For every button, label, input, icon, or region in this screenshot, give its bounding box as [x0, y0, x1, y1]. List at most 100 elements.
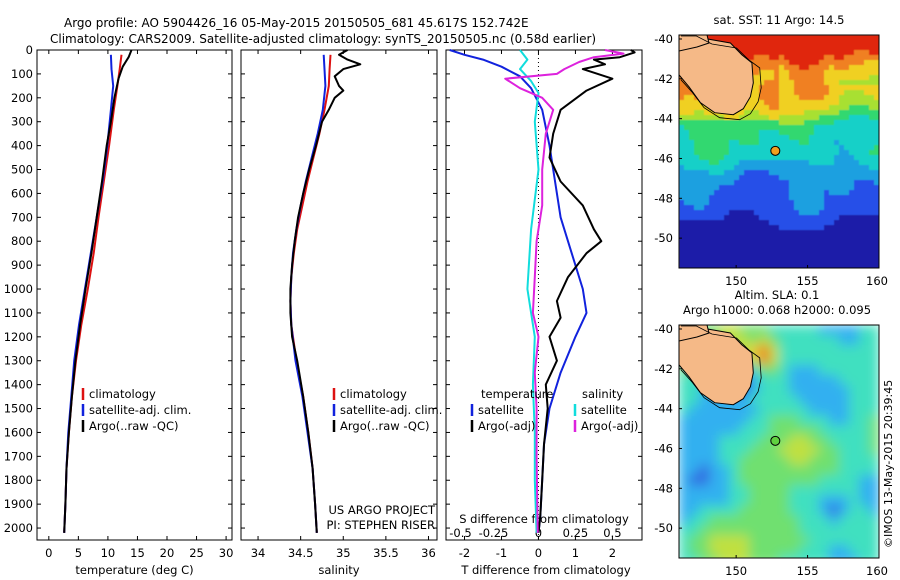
map-cell [699, 180, 705, 186]
map-cell [704, 210, 710, 216]
legend-label: Argo(-adj) [581, 419, 638, 433]
y-tick-label: 900 [11, 258, 33, 272]
map-cell [809, 140, 815, 146]
map-cell [799, 375, 810, 386]
map-cell [689, 505, 700, 516]
map-cell [799, 80, 805, 86]
map-cell [864, 150, 870, 156]
map-cell [684, 220, 690, 226]
map-cell [824, 40, 830, 46]
map-cell [764, 255, 770, 261]
map-cell [849, 545, 860, 556]
map-cell [819, 40, 825, 46]
map-cell [834, 80, 840, 86]
map-cell [739, 185, 745, 191]
s-axis-label: S difference from climatology [459, 512, 629, 526]
map-cell [684, 115, 690, 121]
map-cell [784, 60, 790, 66]
map-cell [729, 120, 735, 126]
map-cell [844, 175, 850, 181]
map-cell [724, 160, 730, 166]
map-cell [854, 205, 860, 211]
map-cell [734, 155, 740, 161]
map-cell [689, 140, 695, 146]
y-tick-label: 600 [11, 186, 33, 200]
map-cell [859, 250, 865, 256]
map-cell [689, 235, 695, 241]
map-cell [834, 75, 840, 81]
map-cell [809, 130, 815, 136]
map-cell [834, 210, 840, 216]
map-cell [774, 105, 780, 111]
map-cell [874, 165, 879, 171]
map-cell [814, 35, 820, 41]
map-cell [839, 335, 850, 346]
map-cell [769, 200, 775, 206]
map-cell [849, 65, 855, 71]
map-cell [819, 60, 825, 66]
map-cell [819, 355, 830, 366]
map-cell [869, 230, 875, 236]
map-cell [739, 190, 745, 196]
map-cell [819, 525, 830, 536]
map-cell [814, 80, 820, 86]
map-cell [754, 185, 760, 191]
map-cell [729, 195, 735, 201]
map-cell [854, 65, 860, 71]
map-cell [689, 555, 700, 558]
y-tick-label: 1400 [4, 378, 33, 392]
map-cell [744, 265, 750, 268]
map-cell [824, 230, 830, 236]
map-cell [834, 40, 840, 46]
map-cell [694, 100, 700, 106]
map-cell [789, 100, 795, 106]
map-cell [749, 115, 755, 121]
map-cell [699, 225, 705, 231]
map-cell [759, 65, 765, 71]
map-cell [704, 150, 710, 156]
map-cell [844, 220, 850, 226]
map-cell [774, 125, 780, 131]
map-cell [844, 135, 850, 141]
map-cell [769, 375, 780, 386]
map-cell [739, 45, 745, 51]
map-cell [699, 145, 705, 151]
map-cell [794, 95, 800, 101]
map-cell [799, 165, 805, 171]
map-cell [834, 135, 840, 141]
map-cell [869, 535, 879, 546]
map-cell [764, 150, 770, 156]
map-cell [794, 80, 800, 86]
y-tick-label: 1900 [4, 497, 33, 511]
map-cell [679, 525, 690, 536]
map-cell [789, 40, 795, 46]
map-cell [679, 455, 690, 466]
map-cell [844, 80, 850, 86]
map-cell [809, 70, 815, 76]
map-cell [754, 90, 760, 96]
map-cell [854, 255, 860, 261]
map-cell [704, 135, 710, 141]
map-cell [734, 260, 740, 266]
map-cell [729, 185, 735, 191]
map-cell [864, 170, 870, 176]
map-cell [789, 215, 795, 221]
map-cell [854, 240, 860, 246]
map-cell [729, 455, 740, 466]
map-cell [694, 260, 700, 266]
x-tick-label: 34.5 [288, 546, 314, 560]
y-tick-label: -40 [654, 32, 673, 46]
map-cell [719, 215, 725, 221]
map-cell [679, 170, 685, 176]
map-cell [814, 120, 820, 126]
map-cell [809, 155, 815, 161]
map-cell [859, 255, 865, 261]
map-cell [824, 95, 830, 101]
map-cell [699, 115, 705, 121]
map-cell [809, 115, 815, 121]
map-cell [754, 250, 760, 256]
map-cell [814, 235, 820, 241]
map-cell [694, 210, 700, 216]
map-cell [759, 160, 765, 166]
map-cell [789, 55, 795, 61]
